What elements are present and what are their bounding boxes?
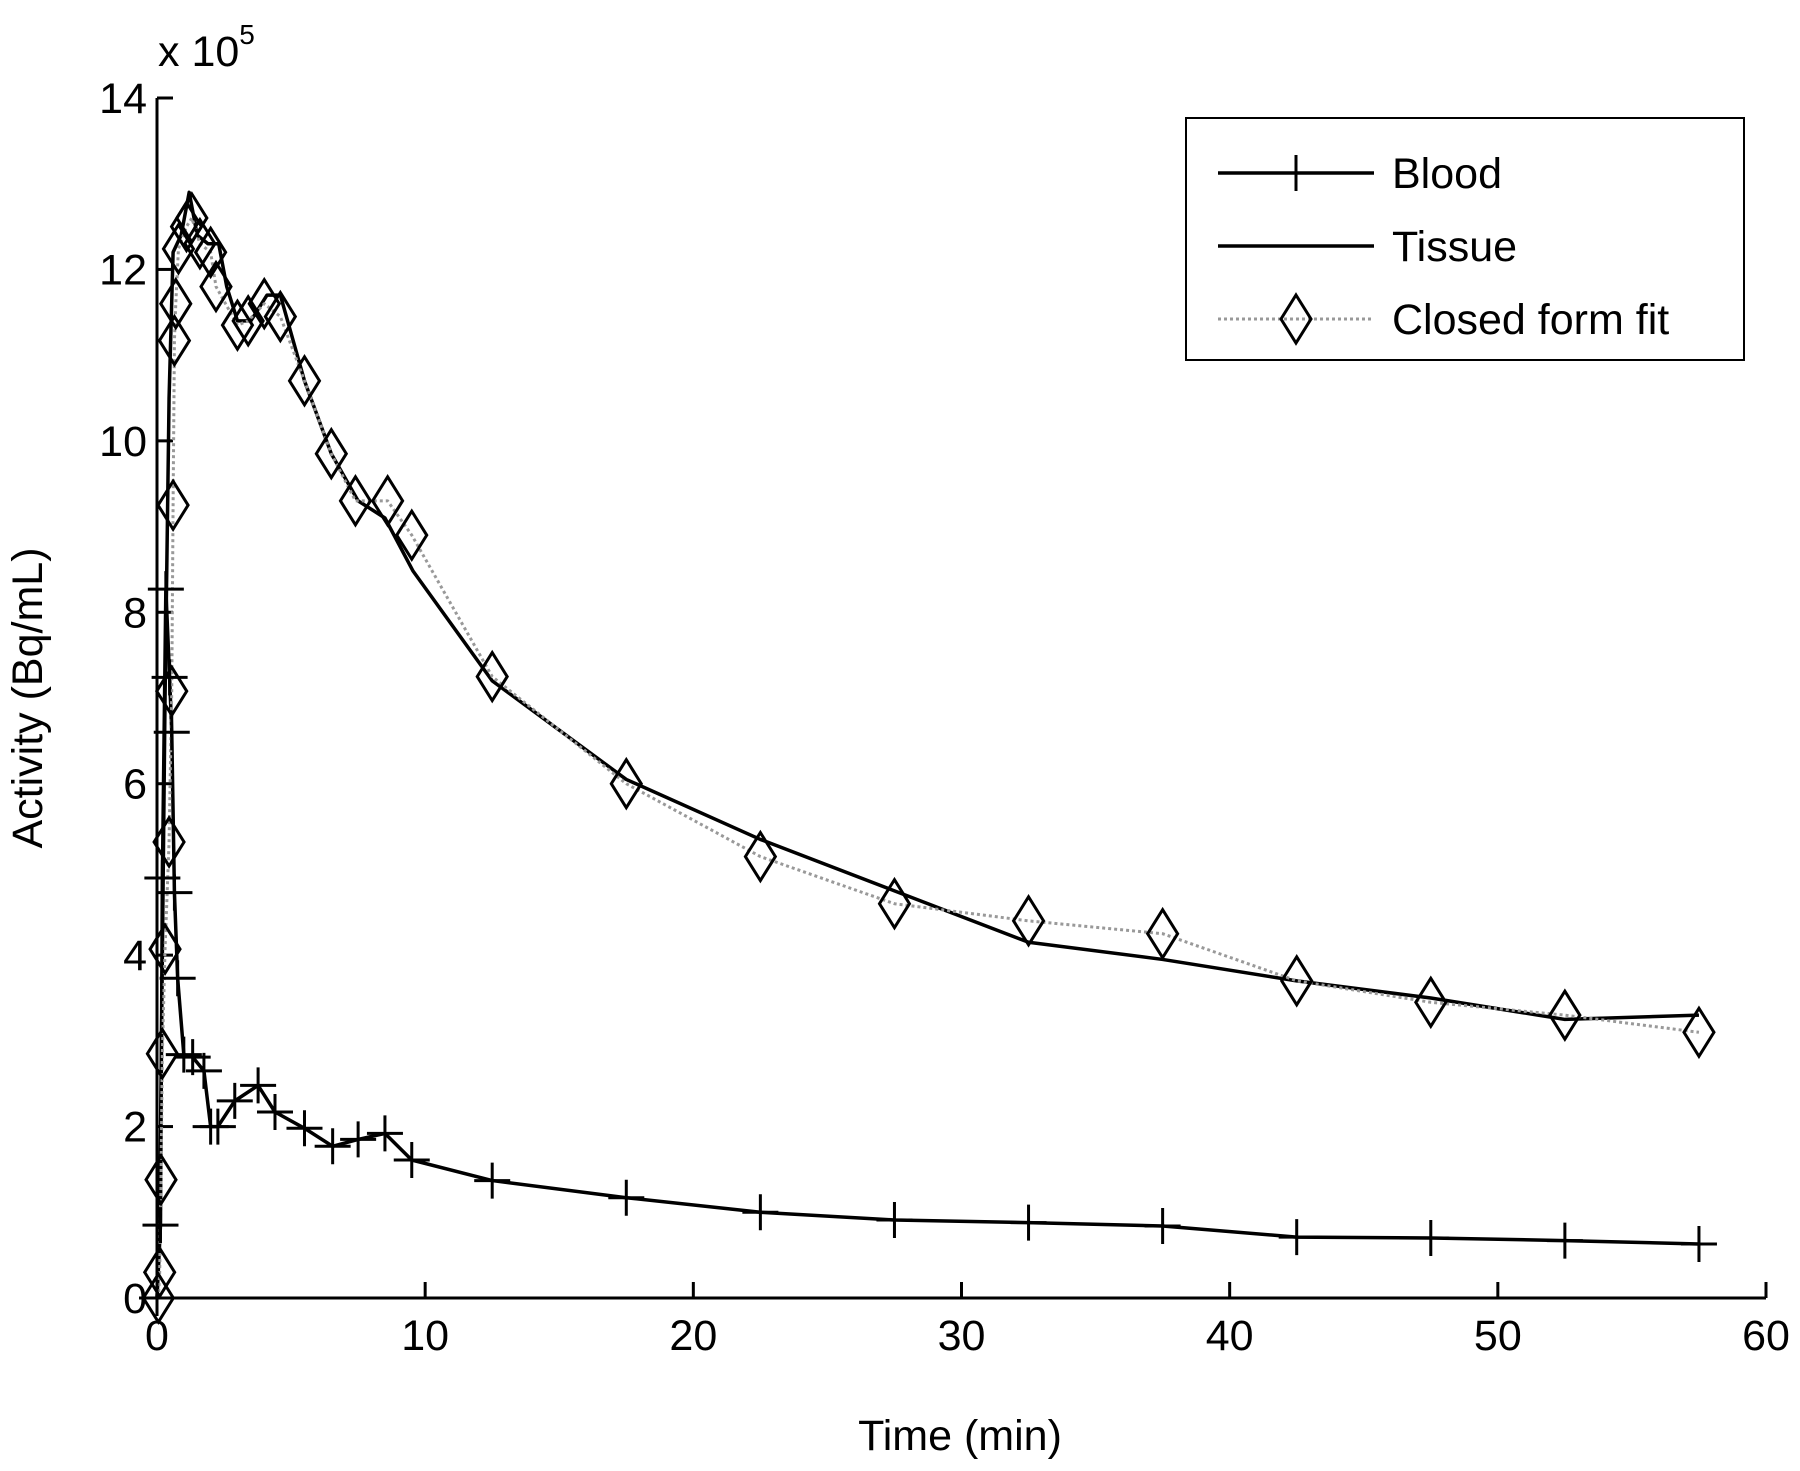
plus-marker [608,1179,645,1216]
diamond-marker [1279,954,1314,1008]
y-multiplier: x 105 [158,19,255,76]
plus-marker [159,960,196,997]
plus-marker [1680,1226,1717,1262]
diamond-marker [148,922,182,976]
diamond-marker [370,474,405,528]
diamond-marker [1414,975,1448,1030]
legend-label: Tissue [1392,223,1517,271]
plus-marker [286,1110,323,1147]
plus-marker [1546,1222,1583,1259]
plus-marker [165,1036,202,1073]
diamond-marker [154,664,189,718]
y-tick-label: 12 [99,246,147,294]
legend-label: Blood [1392,150,1502,198]
plus-marker [742,1194,779,1231]
diamond-marker [1011,894,1046,948]
diamond-marker [159,276,193,331]
plus-marker [1278,155,1314,191]
y-tick-label: 4 [123,932,147,980]
diamond-marker [157,313,192,368]
legend: Blood Tissue Closed form fit [1185,117,1745,361]
plus-marker [153,714,190,751]
y-tick-label: 6 [123,761,147,809]
plus-marker [216,1082,253,1119]
diamond-marker [193,225,228,280]
plus-marker [474,1162,511,1199]
x-tick-label: 0 [145,1312,169,1360]
y-multiplier-exponent: 5 [239,19,255,50]
diamond-marker [314,426,349,481]
diamond-marker [247,276,282,331]
plus-marker [156,874,193,911]
plus-marker [185,1052,222,1089]
x-tick-label: 40 [1206,1312,1254,1360]
diamond-marker [1548,988,1582,1042]
diamond-marker [145,1026,180,1081]
x-tick-label: 10 [401,1312,449,1360]
plus-marker [256,1094,293,1130]
diamond-marker [183,216,217,271]
diamond-marker [175,191,209,245]
diamond-marker [475,649,509,704]
plus-marker [147,571,184,608]
x-tick-label: 30 [938,1312,986,1360]
diamond-marker [609,756,644,811]
y-tick-label: 2 [123,1104,147,1152]
diamond-marker [1145,906,1180,961]
diamond-marker [220,298,255,352]
diamond-marker [199,259,233,314]
y-tick-label: 14 [99,75,147,123]
diamond-marker [394,508,429,562]
diamond-marker [263,289,298,344]
plus-marker [876,1202,913,1238]
plus-marker [393,1142,430,1178]
plus-marker [1412,1220,1449,1256]
series-line [155,587,1700,1299]
plus-marker [366,1115,403,1152]
plus-marker [1278,1219,1315,1256]
diamond-marker [231,294,265,348]
diamond-marker [141,1271,176,1325]
plus-marker [151,659,188,696]
diamond-marker [287,354,322,408]
diamond-marker [1682,1005,1716,1060]
plus-marker [1010,1204,1047,1241]
y-tick-label: 8 [123,589,147,637]
x-tick-label: 50 [1474,1312,1522,1360]
diamond-marker [877,876,912,931]
legend-label: Closed form fit [1392,296,1669,344]
y-tick-label: 0 [123,1275,147,1323]
plus-marker [1144,1208,1181,1244]
plus-marker [314,1128,351,1165]
diamond-marker [152,815,186,869]
diamond-marker [142,1245,177,1300]
plus-marker [199,1108,236,1145]
y-tick-label: 10 [99,418,147,466]
plus-marker [340,1121,377,1158]
diamond-marker [338,474,373,528]
x-tick-label: 60 [1742,1312,1790,1360]
plus-marker [240,1067,277,1104]
diamond-marker [156,478,190,532]
diamond-marker [1279,292,1313,346]
diamond-marker [743,829,778,884]
y-multiplier-base: x 10 [158,28,239,76]
x-axis-label: Time (min) [858,1412,1062,1460]
plus-marker [142,1207,179,1244]
y-axis-label: Activity (Bq/mL) [4,547,52,848]
diamond-marker [144,1152,178,1207]
x-tick-label: 20 [669,1312,717,1360]
